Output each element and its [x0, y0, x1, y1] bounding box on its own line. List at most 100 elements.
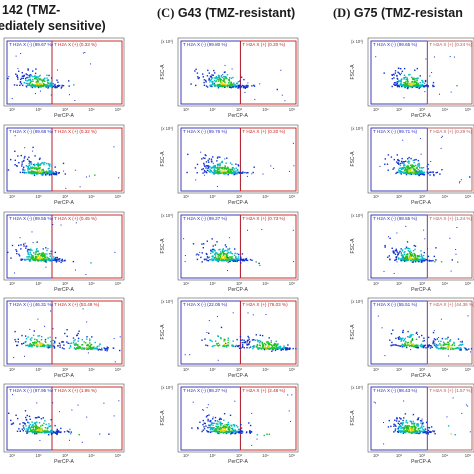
event-dot — [427, 255, 430, 258]
event-dot — [408, 428, 410, 430]
event-dot — [230, 171, 232, 174]
event-dot — [420, 260, 423, 262]
event-dot — [43, 259, 45, 261]
event-dot — [233, 430, 235, 432]
event-dot — [220, 431, 222, 433]
event-dot — [446, 338, 448, 340]
event-dot — [209, 171, 211, 173]
event-dot — [26, 84, 29, 86]
event-dot — [53, 347, 56, 349]
x-tick-label: 10³ — [236, 194, 243, 199]
event-dot — [392, 251, 394, 253]
event-dot — [399, 338, 401, 340]
event-dot — [205, 81, 207, 83]
event-dot — [223, 413, 226, 415]
event-dot — [259, 83, 261, 85]
event-dot — [201, 168, 203, 171]
event-dot — [421, 85, 423, 87]
event-dot — [407, 172, 409, 174]
event-dot — [220, 251, 222, 253]
event-dot — [419, 85, 422, 87]
event-dot — [67, 342, 69, 344]
event-dot — [383, 270, 385, 272]
event-dot — [217, 335, 219, 338]
event-dot — [236, 345, 239, 347]
event-dot — [211, 251, 213, 253]
event-dot — [403, 166, 405, 169]
event-dot — [400, 427, 402, 430]
event-dot — [249, 258, 252, 261]
event-dot — [415, 173, 417, 175]
event-dot — [228, 171, 230, 173]
event-dot — [260, 347, 262, 349]
x-tick-label: 10³ — [62, 107, 69, 112]
event-dot — [276, 344, 278, 347]
event-dot — [393, 431, 395, 433]
event-dot — [94, 341, 96, 344]
event-dot — [413, 431, 415, 433]
event-dot — [22, 168, 24, 170]
event-dot — [247, 229, 248, 231]
event-dot — [184, 354, 186, 356]
event-dot — [412, 343, 414, 345]
event-dot — [215, 431, 218, 433]
event-dot — [245, 257, 248, 260]
event-dot — [37, 335, 39, 337]
event-dot — [70, 346, 72, 348]
event-dot — [81, 339, 83, 341]
event-dot — [209, 168, 211, 171]
event-dot — [54, 341, 56, 344]
event-dot — [58, 84, 60, 87]
event-dot — [36, 170, 38, 173]
event-dot — [34, 165, 36, 167]
event-dot — [416, 424, 418, 426]
event-dot — [449, 345, 451, 347]
event-dot — [209, 259, 211, 261]
event-dot — [455, 253, 457, 255]
event-dot — [32, 342, 34, 344]
gate-negative-label: T H2A X (-) (97.95 %) — [9, 388, 54, 393]
event-dot — [233, 171, 235, 173]
event-dot — [229, 170, 232, 173]
panel-b-title-line2: ediately sensitive) — [0, 19, 106, 33]
event-dot — [412, 420, 414, 423]
event-dot — [237, 164, 239, 166]
x-tick-label: 10² — [35, 194, 42, 199]
event-dot — [32, 85, 34, 87]
event-dot — [34, 167, 37, 170]
event-dot — [452, 348, 455, 350]
event-dot — [41, 259, 43, 261]
event-dot — [412, 334, 414, 336]
event-dot — [406, 80, 409, 82]
event-dot — [453, 342, 455, 345]
x-axis-label: PerCP-A — [228, 113, 248, 119]
event-dot — [406, 346, 408, 349]
event-dot — [221, 167, 223, 170]
event-dot — [401, 85, 403, 88]
event-dot — [39, 428, 42, 430]
event-dot — [212, 256, 214, 258]
event-dot — [235, 258, 237, 261]
event-dot — [284, 100, 286, 102]
event-dot — [412, 258, 415, 260]
scatter-plot: T H2A X (-) (22.05 %) T H2A X (+) (76.03 … — [160, 297, 299, 379]
event-dot — [230, 81, 232, 83]
event-dot — [404, 259, 406, 261]
event-dot — [14, 159, 16, 161]
event-dot — [55, 258, 57, 261]
event-dot — [220, 172, 222, 174]
event-dot — [39, 74, 41, 77]
event-dot — [461, 412, 463, 414]
event-dot — [397, 429, 400, 431]
event-dot — [231, 256, 233, 258]
event-dot — [395, 248, 397, 250]
event-dot — [425, 347, 427, 349]
event-dot — [393, 84, 396, 86]
event-dot — [29, 161, 31, 163]
event-dot — [83, 348, 86, 350]
gate-negative-label: T H2A X (-) (99.55 %) — [9, 216, 54, 221]
event-dot — [212, 430, 214, 432]
event-dot — [35, 77, 38, 79]
event-dot — [37, 166, 39, 168]
event-dot — [399, 162, 402, 165]
